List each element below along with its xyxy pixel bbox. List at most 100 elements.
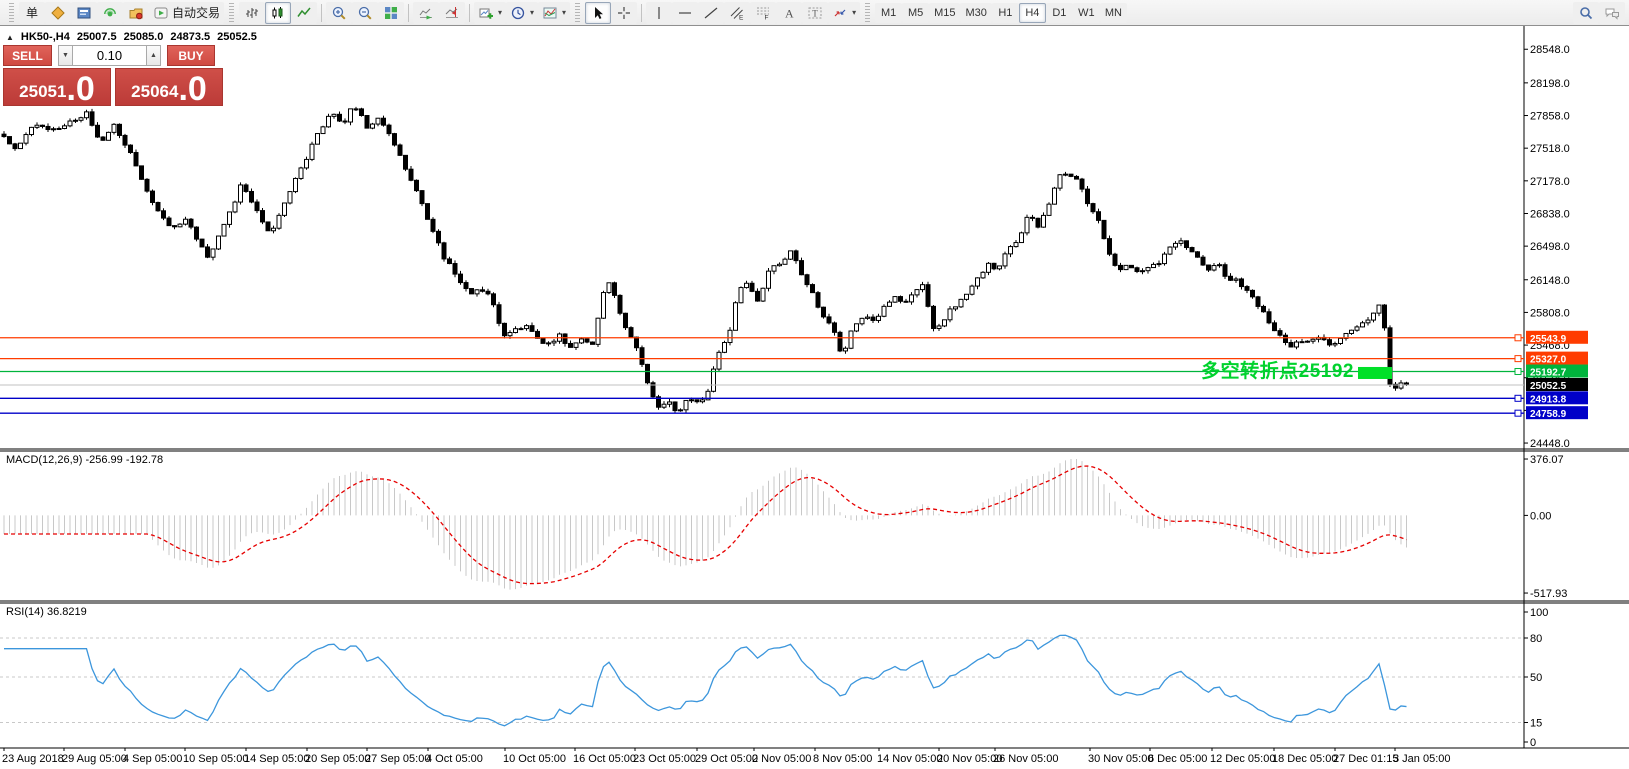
buy-button[interactable]: BUY [167, 45, 215, 66]
vline-icon [658, 6, 660, 19]
timeframe-mn[interactable]: MN [1099, 2, 1127, 23]
text-button[interactable]: A [776, 1, 803, 24]
candle-body [430, 218, 436, 232]
timeframe-m1[interactable]: M1 [875, 2, 903, 23]
timeframe-m15[interactable]: M15 [929, 2, 961, 23]
hline-icon [679, 11, 692, 14]
toolbar-grip[interactable] [575, 2, 581, 23]
timeframe-m5[interactable]: M5 [902, 2, 930, 23]
candle-body [287, 191, 293, 204]
timeframe-w1[interactable]: W1 [1072, 2, 1100, 23]
equidistant-channel-button[interactable]: E [724, 1, 751, 24]
candle-body [133, 152, 139, 167]
periods-button[interactable]: ▾ [506, 1, 539, 24]
candle-body [1123, 264, 1129, 271]
candle-body [1365, 319, 1371, 324]
candle-body [1272, 322, 1277, 332]
timeframe-d1[interactable]: D1 [1045, 2, 1073, 23]
search-button[interactable] [1573, 1, 1599, 24]
candle-body [1261, 305, 1266, 313]
candle-body [491, 293, 496, 306]
candle-body [1090, 203, 1096, 213]
trendline-button[interactable] [698, 1, 725, 24]
line-drag-handle[interactable] [1514, 334, 1522, 342]
autoscroll-icon [419, 8, 433, 19]
arrows-button[interactable]: ▾ [828, 1, 861, 24]
text-icon: A [785, 6, 794, 20]
volume-control: ▼ ▲ [58, 45, 161, 66]
line-drag-handle[interactable] [1514, 355, 1522, 363]
line-chart-button[interactable] [291, 1, 318, 24]
market-button[interactable] [123, 1, 149, 24]
volume-decrease-button[interactable]: ▼ [58, 45, 73, 66]
candle-body [793, 250, 799, 262]
volume-increase-button[interactable]: ▲ [146, 45, 161, 66]
candle-body [150, 190, 155, 203]
line-drag-handle[interactable] [1514, 409, 1522, 417]
chart-shift-button[interactable] [439, 1, 466, 24]
candle-body [194, 226, 199, 240]
signals-button[interactable] [97, 1, 123, 24]
time-tick-label: 6 Dec 05:00 [1148, 753, 1207, 765]
candle-body [1305, 340, 1310, 343]
pivot-highlight-box[interactable] [1358, 366, 1392, 379]
candle-body [480, 289, 485, 292]
toolbar-grip[interactable] [229, 2, 235, 23]
candle-body [876, 315, 881, 321]
candle-body [166, 217, 172, 227]
candle-body [249, 190, 254, 203]
fibonacci-button[interactable]: F [750, 1, 777, 24]
text-label-button[interactable]: T [802, 1, 829, 24]
bar-chart-button[interactable] [239, 1, 266, 24]
tile-windows-button[interactable] [378, 1, 405, 24]
crosshair-button[interactable] [611, 1, 638, 24]
candle-body [914, 289, 920, 296]
timeframe-m30[interactable]: M30 [960, 2, 992, 23]
candle-body [1349, 329, 1354, 334]
candle-body [617, 294, 623, 314]
timeframe-h4[interactable]: H4 [1018, 2, 1046, 23]
chart-canvas[interactable]: 28548.0 28198.0 27858.0 27518.0 27178.0 26838… [0, 26, 1629, 769]
candle-body [1222, 264, 1228, 277]
templates-button[interactable]: ▾ [538, 1, 571, 24]
price-tick-label: 26498.0 [1530, 241, 1570, 253]
autotrading-button[interactable]: 自动交易 [149, 1, 225, 24]
candle-body [1002, 253, 1008, 267]
volume-input[interactable] [73, 45, 146, 66]
candle-body [447, 258, 452, 265]
toolbar-grip[interactable] [865, 2, 871, 23]
candle-body [788, 250, 793, 260]
time-tick-label: 4 Sep 05:00 [123, 753, 182, 765]
candle-body [397, 144, 403, 156]
clock-icon [511, 6, 525, 19]
candle-body [425, 203, 430, 220]
toolbar-grip[interactable] [9, 2, 14, 23]
pivot-annotation-text[interactable]: 多空转折点25192 [1201, 361, 1354, 382]
candle-body [980, 271, 986, 279]
price-line-label [1526, 330, 1588, 344]
sell-button[interactable]: SELL [3, 45, 52, 66]
editor-icon [77, 7, 91, 18]
auto-scroll-button[interactable] [413, 1, 440, 24]
cursor-button[interactable] [585, 1, 612, 24]
metaeditor-button[interactable] [71, 1, 97, 24]
mql-button[interactable] [45, 1, 71, 24]
candle-body [661, 403, 667, 408]
candle-body [667, 401, 672, 405]
horizontal-line-button[interactable] [672, 1, 699, 24]
time-tick-label: 14 Nov 05:00 [877, 753, 942, 765]
sell-price-display[interactable]: 25051.0 [3, 68, 111, 106]
candle-body [760, 287, 766, 302]
new-chart-button[interactable]: ▾ [474, 1, 507, 24]
timeframe-h1[interactable]: H1 [991, 2, 1019, 23]
new-order-button[interactable]: 单 [19, 1, 45, 24]
zoom-in-button[interactable] [326, 1, 353, 24]
line-drag-handle[interactable] [1514, 368, 1522, 376]
chat-button[interactable] [1599, 1, 1625, 24]
zoom-out-button[interactable] [352, 1, 379, 24]
line-drag-handle[interactable] [1514, 394, 1522, 402]
candlestick-chart-button[interactable] [265, 1, 292, 24]
vertical-line-button[interactable] [646, 1, 673, 24]
collapse-panel-icon[interactable]: ▲ [6, 32, 14, 42]
buy-price-display[interactable]: 25064.0 [115, 68, 223, 106]
